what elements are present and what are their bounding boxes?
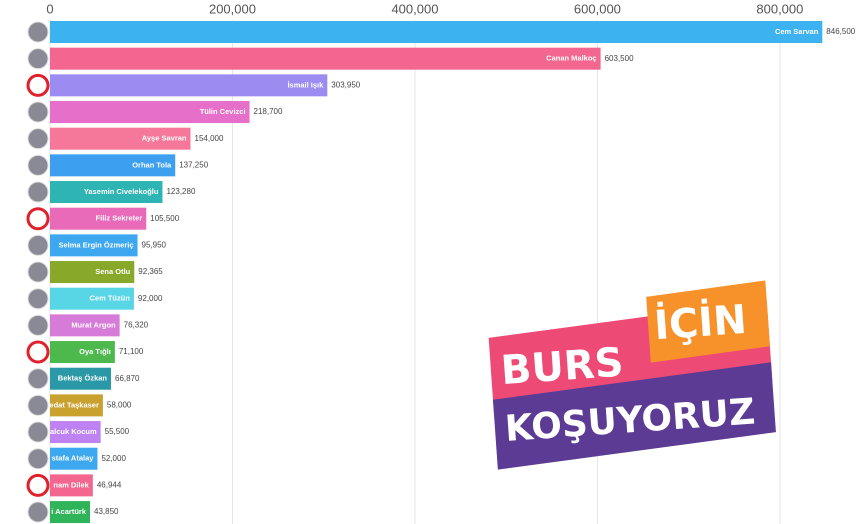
bar-label: Yasemin Civelekoğlu bbox=[84, 187, 159, 196]
bar bbox=[50, 367, 112, 390]
bar-label: Ayşe Savran bbox=[142, 134, 187, 143]
value-label: 92,365 bbox=[138, 267, 163, 276]
avatar bbox=[26, 473, 50, 497]
value-label: 95,950 bbox=[142, 240, 167, 249]
value-label: 66,870 bbox=[115, 374, 140, 383]
bar bbox=[50, 181, 163, 204]
logo-bottom bbox=[492, 362, 776, 470]
logo-line1-box: İÇİN bbox=[653, 295, 749, 349]
logo: BURS İÇİN KOŞUYORUZ bbox=[488, 280, 776, 470]
value-label: 218,700 bbox=[254, 107, 283, 116]
x-tick-label: 600,000 bbox=[574, 1, 621, 16]
value-label: 154,000 bbox=[195, 134, 224, 143]
value-label: 71,100 bbox=[119, 347, 144, 356]
bar bbox=[50, 474, 93, 497]
bar-label: Cem Sarvan bbox=[775, 27, 819, 36]
bar-label: alcuk Kocum bbox=[50, 427, 97, 436]
value-label: 123,280 bbox=[166, 187, 195, 196]
bar-label: edat Taşkaser bbox=[49, 400, 99, 409]
value-label: 55,500 bbox=[105, 427, 130, 436]
value-label: 58,000 bbox=[107, 400, 132, 409]
bar-label: Oya Tığlı bbox=[79, 347, 111, 356]
avatar bbox=[27, 288, 49, 310]
value-label: 92,000 bbox=[138, 294, 163, 303]
x-tick-label: 0 bbox=[46, 1, 53, 16]
value-label: 52,000 bbox=[101, 454, 126, 463]
value-label: 603,500 bbox=[605, 54, 634, 63]
x-tick-label: 400,000 bbox=[391, 1, 438, 16]
plot: 0 200,000 400,000 600,000 800,000 Cem Sarvan 8… bbox=[26, 1, 856, 524]
bar bbox=[50, 101, 250, 124]
avatar bbox=[27, 421, 49, 443]
avatar bbox=[27, 234, 49, 256]
bar bbox=[50, 21, 823, 43]
bar-label: Filiz Sekreter bbox=[96, 214, 143, 223]
logo-line1: BURS bbox=[499, 340, 624, 394]
bar bbox=[50, 421, 101, 444]
logo-box bbox=[646, 280, 770, 363]
bar bbox=[50, 261, 135, 284]
avatar bbox=[27, 501, 49, 523]
bar-label: nam Dilek bbox=[53, 480, 89, 489]
value-label: 46,944 bbox=[97, 480, 122, 489]
avatar bbox=[27, 448, 49, 470]
bar-label: Murat Argon bbox=[71, 320, 116, 329]
value-label: 43,850 bbox=[94, 507, 119, 516]
bar bbox=[50, 74, 328, 97]
avatar bbox=[27, 181, 49, 203]
bar-label: Canan Malkoç bbox=[546, 54, 596, 63]
bar bbox=[50, 501, 91, 524]
bar bbox=[50, 127, 191, 150]
value-label: 76,320 bbox=[124, 320, 149, 329]
value-label: 303,950 bbox=[331, 80, 360, 89]
bar-label: stafa Atalay bbox=[52, 454, 95, 463]
avatar bbox=[26, 207, 50, 231]
bar bbox=[50, 154, 176, 177]
bar bbox=[50, 394, 103, 417]
bar-label: Selma Ergin Özmeriç bbox=[59, 240, 134, 249]
bar bbox=[50, 447, 98, 470]
bar bbox=[50, 287, 134, 310]
bar bbox=[50, 314, 120, 337]
avatar bbox=[26, 73, 50, 97]
bar bbox=[50, 47, 601, 70]
avatar bbox=[27, 261, 49, 283]
avatar bbox=[27, 368, 49, 390]
bar-label: Orhan Tola bbox=[132, 160, 172, 169]
value-label: 846,500 bbox=[826, 27, 855, 36]
bar-label: İsmail Işık bbox=[287, 80, 324, 89]
value-label: 105,500 bbox=[150, 214, 179, 223]
bar-label: i Acartürk bbox=[51, 507, 87, 516]
value-label: 137,250 bbox=[179, 160, 208, 169]
bar-label: Bektaş Özkan bbox=[58, 374, 108, 383]
avatar bbox=[27, 154, 49, 176]
avatar bbox=[26, 340, 50, 364]
bar-label: Tülin Cevizci bbox=[200, 107, 246, 116]
avatar bbox=[27, 101, 49, 123]
x-tick-label: 200,000 bbox=[209, 1, 256, 16]
bar-label: Sena Otlu bbox=[95, 267, 130, 276]
bar bbox=[50, 234, 138, 257]
avatar bbox=[27, 394, 49, 416]
avatar bbox=[27, 48, 49, 70]
avatar bbox=[27, 314, 49, 336]
bar bbox=[50, 207, 147, 230]
avatar bbox=[27, 21, 49, 43]
x-tick-label: 800,000 bbox=[756, 1, 803, 16]
bar-label: Cem Tüzün bbox=[90, 294, 131, 303]
avatar bbox=[27, 128, 49, 150]
bar bbox=[50, 341, 115, 364]
